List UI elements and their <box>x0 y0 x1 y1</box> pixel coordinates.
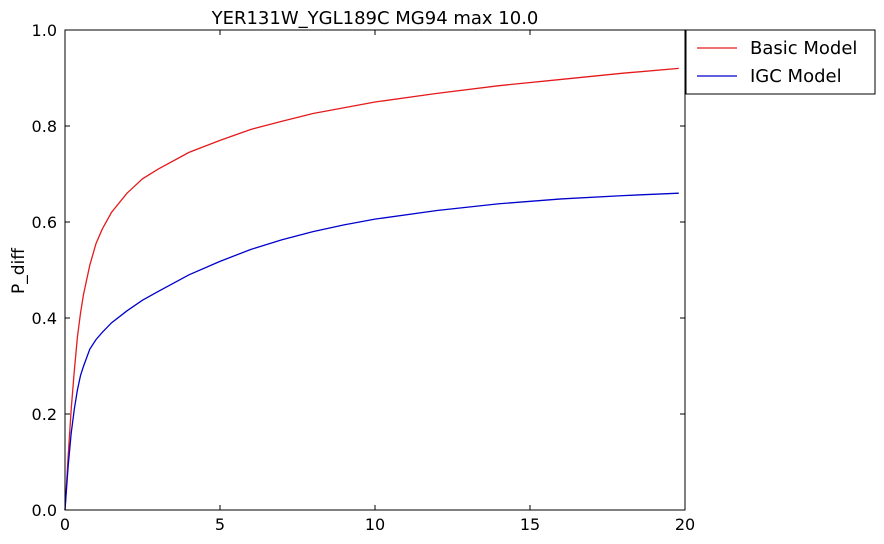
y-tick-label: 1.0 <box>32 21 57 40</box>
x-tick-label: 0 <box>60 515 70 534</box>
y-tick-label: 0.0 <box>32 501 57 520</box>
x-tick-label: 15 <box>520 515 540 534</box>
x-tick-label: 5 <box>215 515 225 534</box>
legend: Basic Model IGC Model <box>685 29 876 95</box>
y-tick-label: 0.4 <box>32 309 57 328</box>
legend-label-0: Basic Model <box>750 38 857 59</box>
series-layer <box>64 67 679 511</box>
series-line-1 <box>64 192 679 511</box>
x-tick-label: 20 <box>675 515 695 534</box>
y-tick-label: 0.2 <box>32 405 57 424</box>
legend-box <box>685 29 876 95</box>
series-line-0 <box>64 67 679 511</box>
x-tick-label: 10 <box>365 515 385 534</box>
y-tick-label: 0.6 <box>32 213 57 232</box>
legend-label-1: IGC Model <box>750 66 842 87</box>
y-axis-label: P_diff <box>9 247 29 294</box>
chart-title: YER131W_YGL189C MG94 max 10.0 <box>211 8 539 29</box>
y-tick-label: 0.8 <box>32 117 57 136</box>
ticks-layer: 0 5 10 15 20 0.0 0.2 0.4 0.6 0.8 1.0 <box>32 21 696 534</box>
